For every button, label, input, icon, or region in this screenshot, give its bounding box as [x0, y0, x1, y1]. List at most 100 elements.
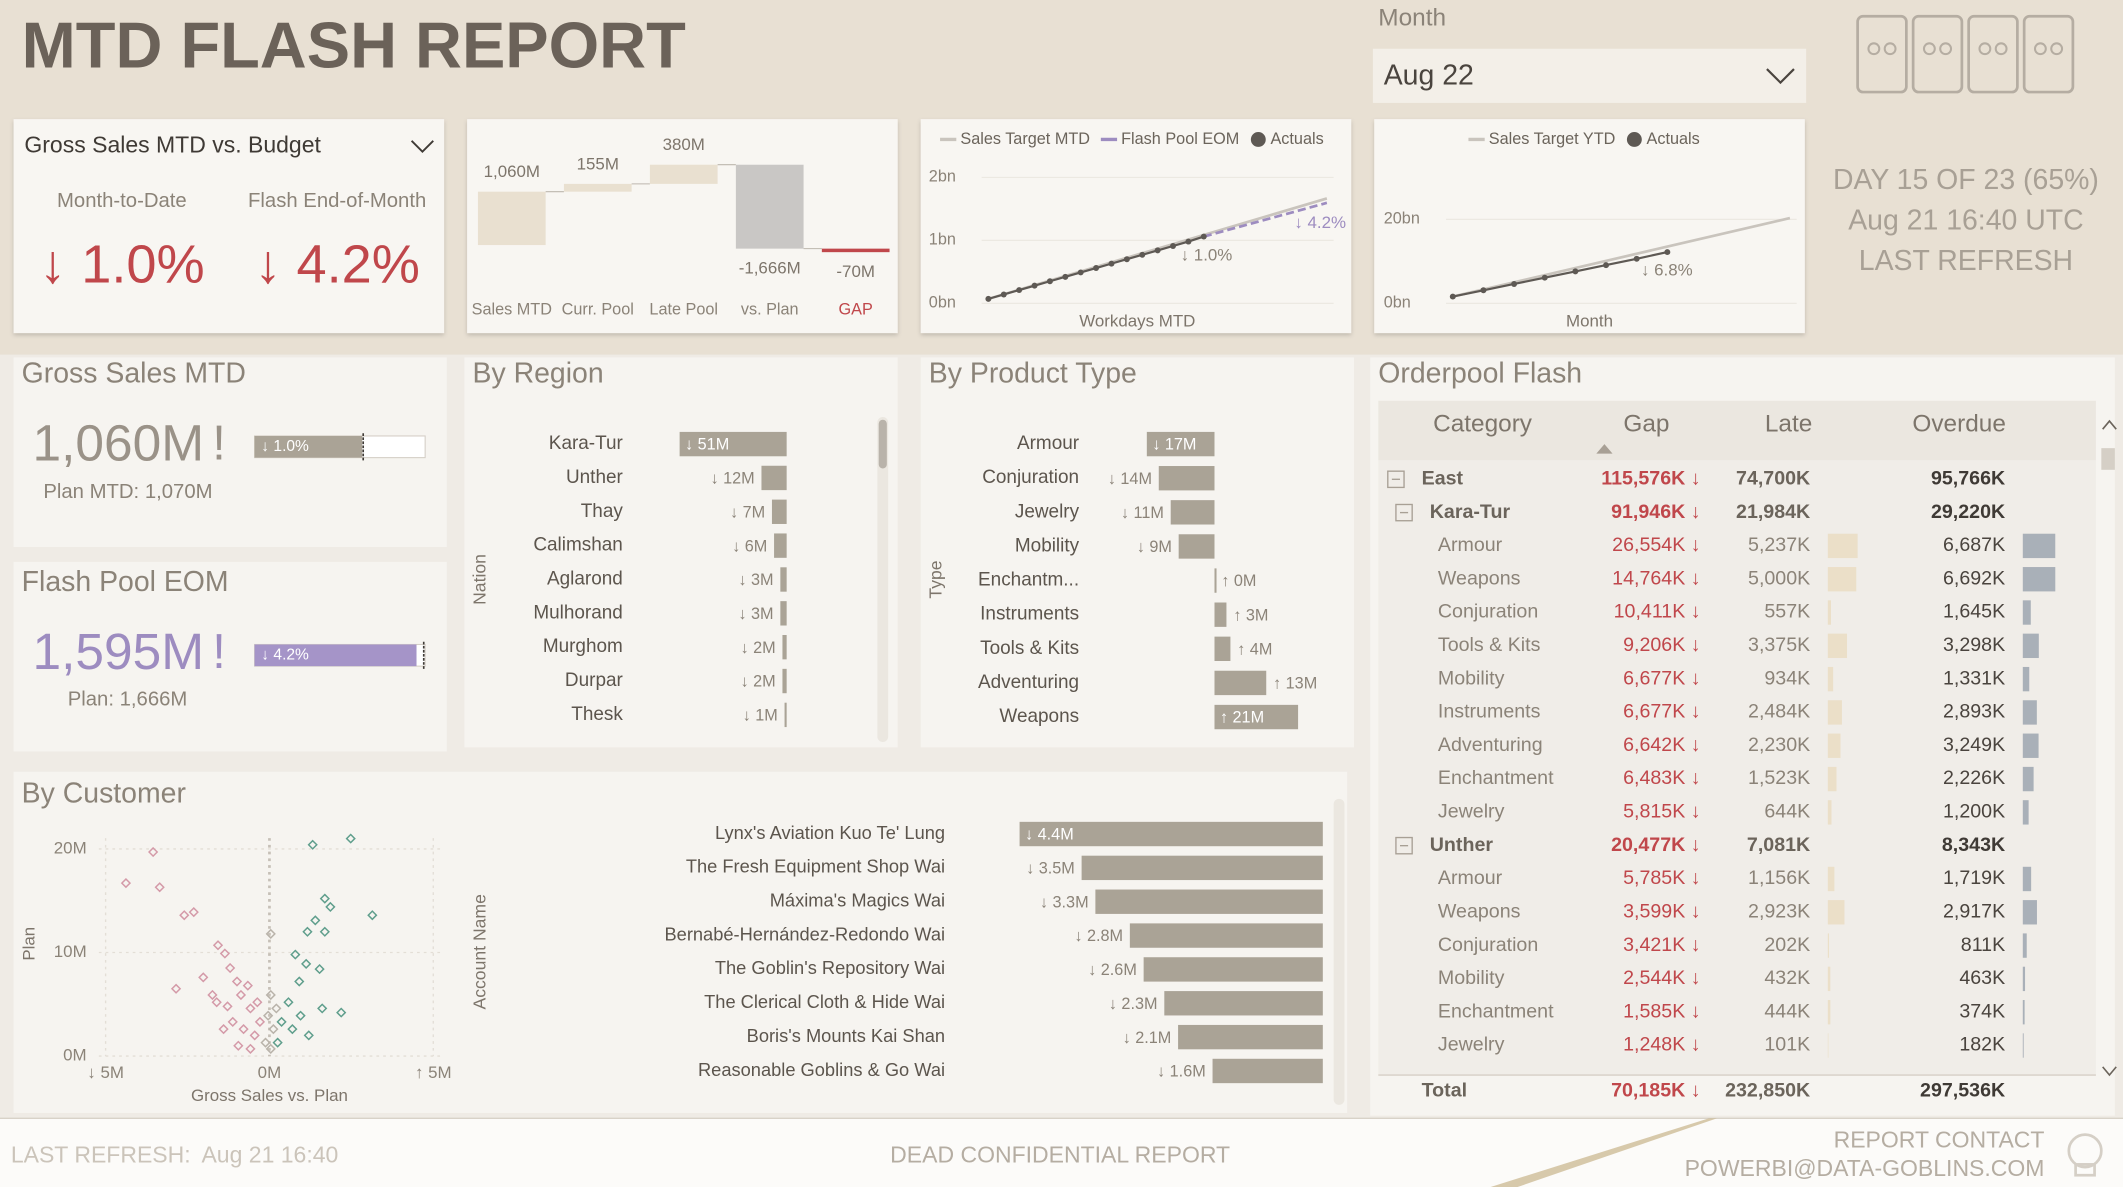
column-header[interactable]: Late: [1765, 411, 1812, 438]
scroll-up[interactable]: [2102, 419, 2117, 430]
series-point: [1108, 260, 1115, 267]
kpi-selector[interactable]: Gross Sales MTD vs. Budget: [24, 131, 321, 157]
bar: [771, 499, 787, 524]
cell-overdue: 95,766K: [1931, 467, 2005, 489]
row-category: Enchantment: [1438, 1000, 1554, 1022]
bullet-label: ↓ 4.2%: [261, 646, 309, 663]
data-label: ↑ 21M: [1220, 709, 1264, 727]
bar: [782, 668, 787, 694]
expand-toggle[interactable]: [1387, 470, 1405, 489]
expand-toggle[interactable]: [1395, 836, 1413, 855]
series-point: [1664, 249, 1671, 256]
waterfall-bar: [563, 183, 632, 192]
logo-block: [2022, 14, 2075, 94]
series-point: [1633, 255, 1640, 262]
scatter-point: [265, 989, 276, 1001]
annotation: ↓ 6.8%: [1641, 260, 1693, 279]
footer-band: [0, 1118, 2123, 1187]
data-bar: [2022, 700, 2037, 725]
scroll-down[interactable]: [2102, 1066, 2117, 1077]
logo-eye: [1978, 42, 1992, 56]
kpi-label: Flash End-of-Month: [248, 190, 426, 212]
y-tick-label: Conjuration: [982, 467, 1079, 488]
slicer-label: Month: [1378, 4, 1446, 31]
y-axis-title: Type: [926, 560, 946, 598]
scatter-point: [120, 877, 132, 889]
data-label: ↓ 2.6M: [1088, 961, 1137, 979]
data-bar: [2022, 933, 2027, 958]
data-bar: [1827, 1033, 1829, 1058]
data-label: ↓ 17M: [1152, 436, 1196, 454]
table-body-bg: [1378, 460, 2096, 1076]
annotation: ↓ 1.0%: [1181, 245, 1233, 264]
data-bar: [1827, 966, 1831, 992]
cell-gap: 70,185K ↓: [1611, 1079, 1700, 1101]
data-bar: [2022, 866, 2032, 892]
x-tick-label: Curr. Pool: [562, 300, 634, 318]
x-tick-label: 0M: [258, 1063, 282, 1082]
scatter-point: [307, 839, 318, 850]
cell-gap: 115,576K ↓: [1601, 467, 1700, 489]
bar: [780, 567, 787, 592]
scatter-point: [268, 1024, 279, 1035]
row-category: Conjuration: [1438, 934, 1538, 956]
month-slicer[interactable]: [1372, 48, 1807, 103]
series-line: [1452, 251, 1668, 298]
data-bar: [1827, 800, 1832, 825]
column-header[interactable]: Gap: [1623, 411, 1669, 438]
column-header[interactable]: Category: [1433, 411, 1533, 438]
cell-gap: 6,677K ↓: [1623, 701, 1700, 723]
data-label: ↓ 51M: [685, 436, 729, 454]
cell-late: 644K: [1764, 801, 1810, 823]
data-label: ↑ 13M: [1273, 675, 1317, 693]
scatter-point: [170, 983, 182, 994]
cell-gap: 1,248K ↓: [1623, 1034, 1700, 1056]
bar: [784, 702, 787, 728]
waterfall-bar: [649, 164, 718, 184]
bar: [782, 634, 787, 660]
scatter-point: [249, 1030, 260, 1041]
scatter-point: [295, 1010, 306, 1021]
cell-overdue: 374K: [1959, 1000, 2005, 1022]
scatter-point: [319, 893, 330, 904]
scroll-thumb[interactable]: [878, 419, 887, 469]
scatter-point: [294, 976, 305, 987]
footer-streak: [1490, 1118, 1717, 1187]
data-bar: [1827, 700, 1842, 725]
scrollbar[interactable]: [1333, 798, 1345, 1105]
series-line: [1452, 216, 1791, 298]
cell-late: 21,984K: [1736, 501, 1810, 523]
cell-gap: 14,764K ↓: [1612, 567, 1700, 589]
cell-late: 1,523K: [1748, 767, 1810, 789]
status-line: DAY 15 OF 23 (65%): [1833, 164, 2099, 196]
scroll-thumb[interactable]: [2101, 448, 2115, 470]
y-tick-label: 10M: [54, 942, 87, 961]
scrollbar[interactable]: [877, 417, 889, 742]
cell-gap: 3,599K ↓: [1623, 900, 1700, 922]
row-category: Armour: [1438, 534, 1503, 556]
skull-icon: [2067, 1133, 2103, 1169]
cell-late: 444K: [1764, 1000, 1810, 1022]
bar: [761, 465, 787, 491]
logo-eye: [2050, 42, 2064, 56]
x-tick-label: ↑ 5M: [415, 1063, 452, 1082]
cell-late: 74,700K: [1736, 467, 1810, 489]
slicer-value: Aug 22: [1384, 60, 1474, 92]
scatter-point: [245, 1043, 256, 1054]
cell-overdue: 3,298K: [1943, 634, 2005, 656]
card: [1374, 119, 1805, 334]
scatter-point: [276, 1016, 287, 1028]
bar: [1178, 534, 1215, 559]
column-header[interactable]: Overdue: [1912, 411, 2005, 438]
bar: [679, 431, 787, 457]
chevron: [1766, 68, 1795, 85]
cell-overdue: 6,687K: [1943, 534, 2005, 556]
data-label: ↑ 0M: [1221, 572, 1256, 590]
data-bar: [2022, 1000, 2025, 1025]
data-label: 1,060M: [484, 162, 540, 181]
data-label: ↓ 1.6M: [1157, 1063, 1206, 1081]
expand-toggle[interactable]: [1395, 503, 1413, 522]
scatter-point: [154, 882, 165, 893]
plan-label: Plan: 1,666M: [68, 688, 188, 710]
data-bar: [2022, 666, 2030, 692]
